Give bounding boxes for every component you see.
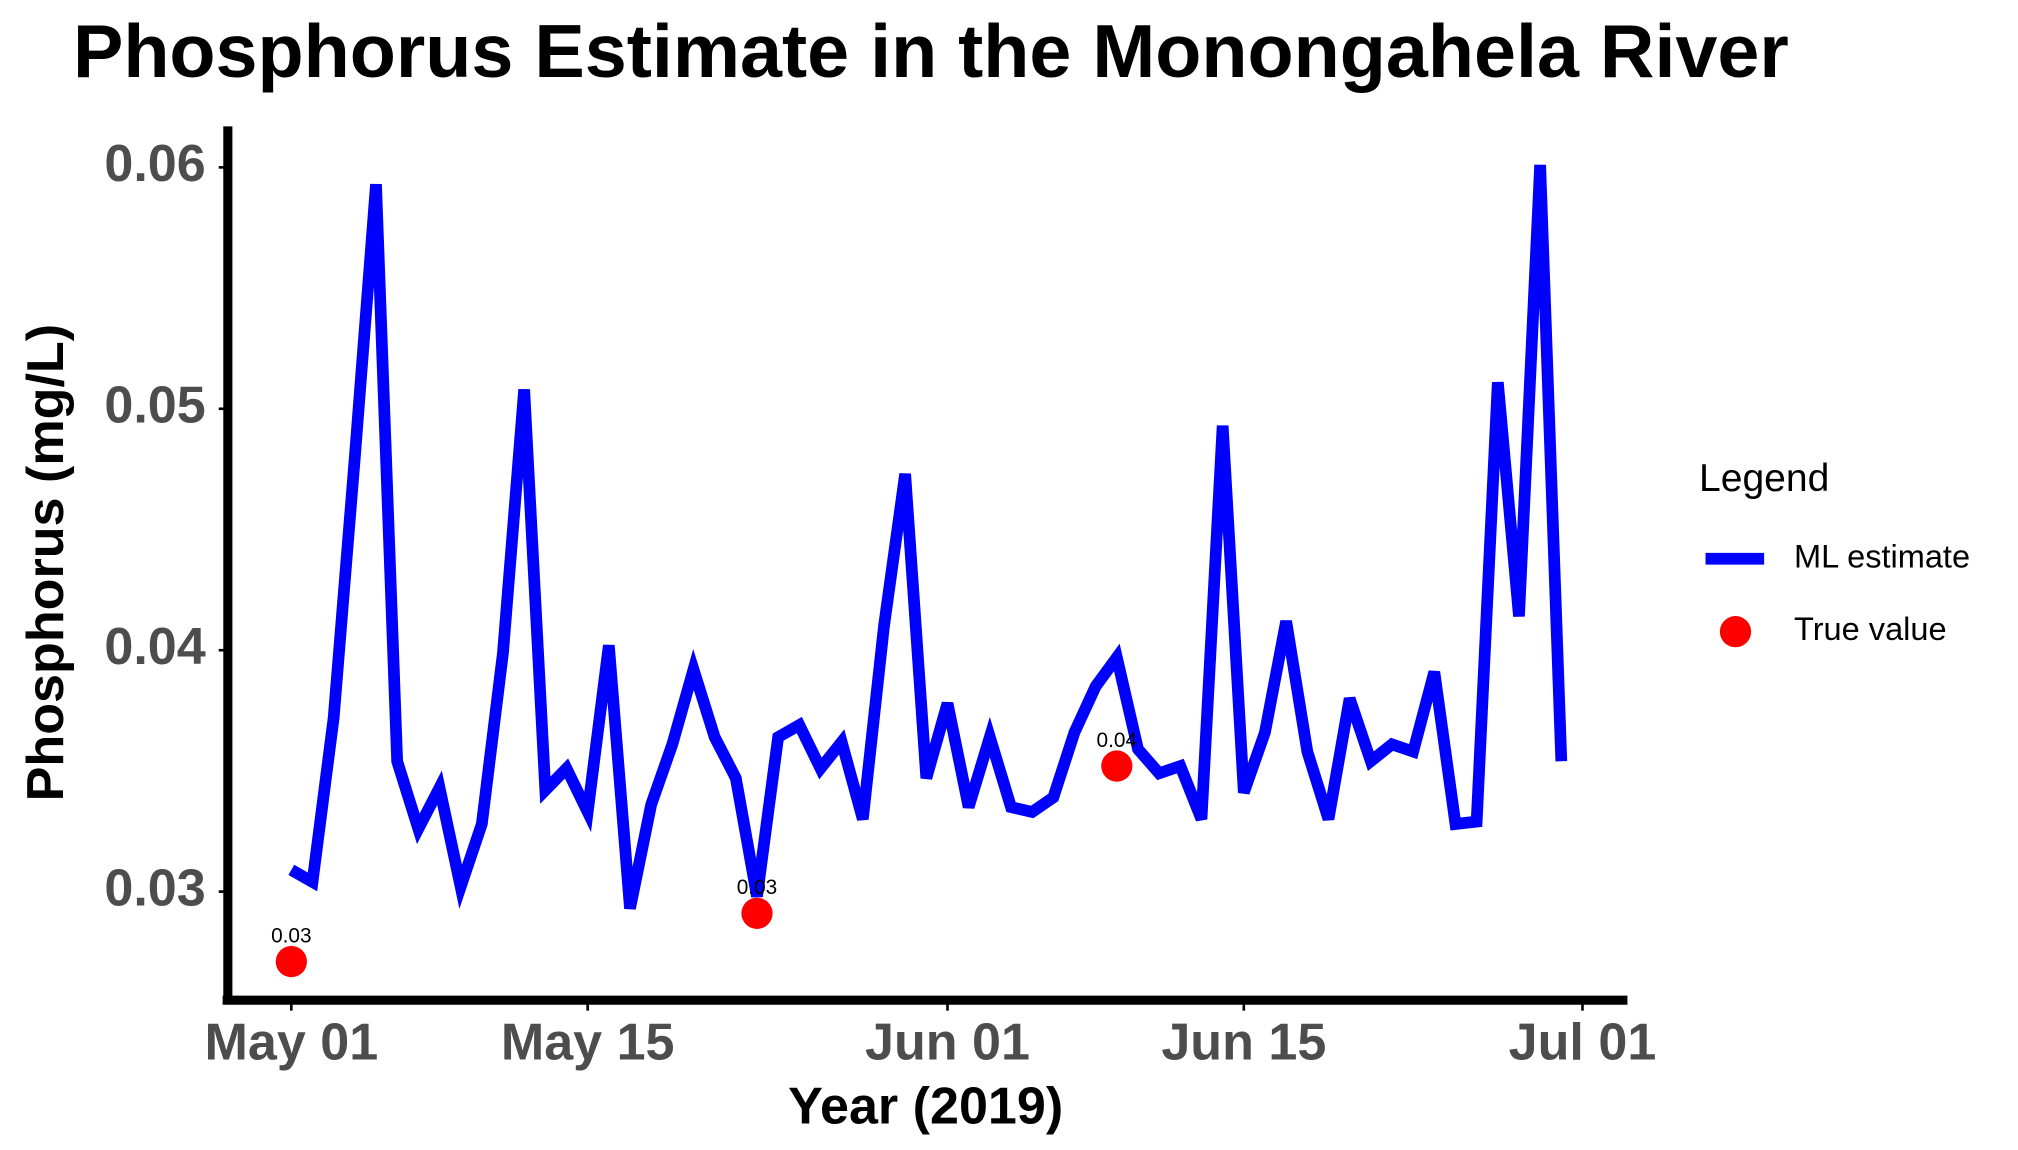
y-tick-label: 0.04 — [104, 618, 205, 676]
point — [741, 897, 773, 929]
x-tick-label: Jun 01 — [865, 1014, 1030, 1072]
y-tick-label: 0.05 — [104, 377, 205, 435]
x-tick-label: Jun 15 — [1161, 1014, 1326, 1072]
chart-title: Phosphorus Estimate in the Monongahela R… — [73, 10, 1789, 94]
x-tick-label: Jul 01 — [1509, 1014, 1657, 1072]
x-axis-title: Year (2019) — [788, 1077, 1063, 1135]
line-series — [288, 164, 1568, 910]
point — [275, 945, 307, 978]
x-tick-label: May 01 — [204, 1014, 378, 1072]
legend-swatch — [1719, 616, 1752, 648]
legend-label: True value — [1794, 611, 1947, 647]
point — [1101, 750, 1133, 782]
legend-title: Legend — [1699, 457, 1829, 500]
data-label: 0.04 — [1097, 729, 1138, 752]
y-axis-title: Phosphorus (mg/L) — [17, 324, 75, 801]
legend-label: ML estimate — [1794, 538, 1970, 574]
y-tick-label: 0.06 — [104, 135, 205, 193]
x-tick-label: May 15 — [501, 1014, 675, 1072]
y-tick-label: 0.03 — [104, 859, 205, 917]
data-label: 0.03 — [271, 924, 312, 947]
data-label: 0.03 — [737, 876, 778, 899]
